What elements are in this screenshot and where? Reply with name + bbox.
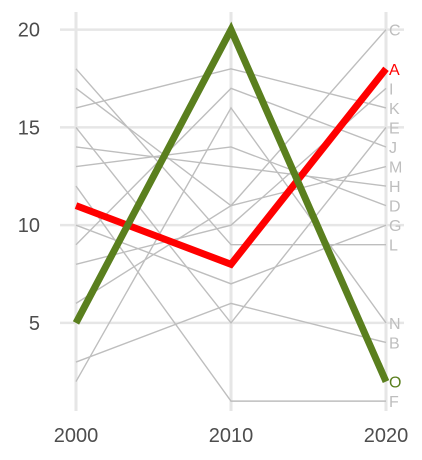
y-tick-label-5: 5	[29, 313, 40, 335]
series-line-O	[72, 21, 390, 383]
series-end-label-O: O	[389, 375, 401, 392]
series-line-J	[75, 87, 387, 246]
series-line-K	[75, 68, 387, 109]
series-end-label-H: H	[389, 179, 401, 196]
series-end-label-A: A	[389, 62, 400, 79]
series-end-label-M: M	[389, 160, 402, 177]
series-line-D	[75, 146, 387, 207]
highlight-series-layer	[72, 21, 390, 383]
series-end-label-F: F	[389, 394, 399, 411]
y-tick-label-20: 20	[18, 20, 40, 42]
grid-layer	[60, 12, 404, 411]
y-axis-ticks: 5 10 15 20	[18, 20, 40, 335]
series-line-F	[75, 185, 386, 402]
x-axis-ticks: 2000 2010 2020	[54, 425, 409, 447]
series-end-label-E: E	[389, 120, 400, 137]
series-line-L	[75, 68, 386, 246]
series-end-label-K: K	[389, 101, 400, 118]
series-end-label-L: L	[389, 238, 398, 255]
series-line-B	[75, 302, 387, 363]
series-end-label-G: G	[389, 218, 401, 235]
x-tick-label-2010: 2010	[209, 425, 254, 447]
x-tick-label-2020: 2020	[364, 425, 409, 447]
y-tick-label-10: 10	[18, 215, 40, 237]
background-series-layer	[75, 29, 387, 402]
y-tick-label-15: 15	[18, 117, 40, 139]
series-end-label-C: C	[389, 23, 401, 40]
x-tick-label-2000: 2000	[54, 425, 99, 447]
series-line-M	[75, 165, 387, 304]
series-end-label-B: B	[389, 335, 400, 352]
series-end-label-N: N	[389, 316, 401, 333]
series-end-labels: B C D E F G H I J K L M N A O	[389, 23, 402, 411]
series-end-label-J: J	[389, 140, 397, 157]
series-line-N	[75, 106, 387, 382]
series-end-label-I: I	[389, 81, 393, 98]
series-end-label-D: D	[389, 199, 401, 216]
